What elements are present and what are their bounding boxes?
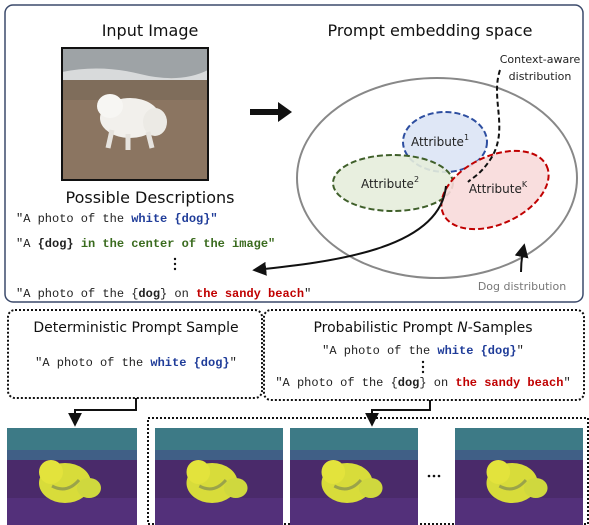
text-segment: the sandy beach: [196, 287, 304, 301]
dog-arrow: [521, 246, 524, 272]
deterministic-prompt: "A photo of the white {dog}": [35, 356, 237, 370]
text-segment: "A photo of the {: [275, 376, 397, 390]
text-segment: "A: [16, 237, 38, 251]
connector: [75, 398, 136, 424]
descriptions-title: Possible Descriptions: [66, 188, 235, 207]
embedding-title: Prompt embedding space: [328, 21, 533, 40]
connector: [372, 400, 430, 424]
probabilistic-prompt: "A photo of the {dog} on the sandy beach…: [275, 376, 570, 390]
figure: Input Image Prompt embedding space Attri…: [0, 0, 589, 525]
heatmap: [155, 428, 283, 525]
heatmap: [7, 428, 137, 525]
text-segment: 1: [464, 133, 469, 142]
attribute-label: Attribute2: [361, 175, 419, 191]
text-segment: white {dog}: [437, 344, 516, 358]
text-segment: ": [230, 356, 237, 370]
dog-label: Dog distribution: [478, 280, 566, 293]
text-segment: the sandy beach: [455, 376, 563, 390]
text-segment: Attribute: [361, 177, 414, 191]
text-segment: {dog}: [38, 237, 74, 251]
text-segment: Attribute: [411, 135, 464, 149]
context-label: Context-aware: [500, 53, 581, 66]
text-segment: "A photo of the {: [16, 287, 138, 301]
arrow-head: [278, 102, 292, 122]
description: "A photo of the white {dog}": [16, 212, 218, 226]
attribute-label: AttributeK: [469, 180, 528, 196]
input-photo: [62, 48, 208, 180]
deterministic-title: Deterministic Prompt Sample: [33, 320, 238, 336]
heatmap: [455, 428, 583, 525]
ellipsis: [428, 475, 441, 478]
text-segment: } on: [160, 287, 196, 301]
text-segment: in the center of the image": [74, 237, 276, 251]
context-label: distribution: [509, 70, 572, 83]
text-segment: -Samples: [468, 320, 533, 336]
attribute-label: Attribute1: [411, 133, 469, 149]
text-segment: ": [517, 344, 524, 358]
text-segment: ": [304, 287, 311, 301]
ellipsis: [174, 258, 176, 270]
probabilistic-title: Probabilistic Prompt N-Samples: [313, 320, 532, 336]
text-segment: white {dog}: [150, 356, 229, 370]
heatmap: [290, 428, 418, 525]
text-segment: dog: [398, 376, 420, 390]
text-segment: "A photo of the: [35, 356, 150, 370]
text-segment: N: [457, 320, 468, 336]
text-segment: dog: [138, 287, 160, 301]
text-segment: Probabilistic Prompt: [313, 320, 457, 336]
text-segment: } on: [419, 376, 455, 390]
probabilistic-prompt: "A photo of the white {dog}": [322, 344, 524, 358]
text-segment: Attribute: [469, 182, 522, 196]
input-title: Input Image: [102, 21, 199, 40]
description: "A photo of the {dog} on the sandy beach…: [16, 287, 311, 301]
ellipsis: [422, 361, 424, 373]
text-segment: "A photo of the: [16, 212, 131, 226]
text-segment: "A photo of the: [322, 344, 437, 358]
description: "A {dog} in the center of the image": [16, 237, 275, 251]
text-segment: ": [563, 376, 570, 390]
text-segment: white {dog}": [131, 212, 217, 226]
text-segment: K: [522, 180, 528, 189]
text-segment: 2: [414, 175, 419, 184]
